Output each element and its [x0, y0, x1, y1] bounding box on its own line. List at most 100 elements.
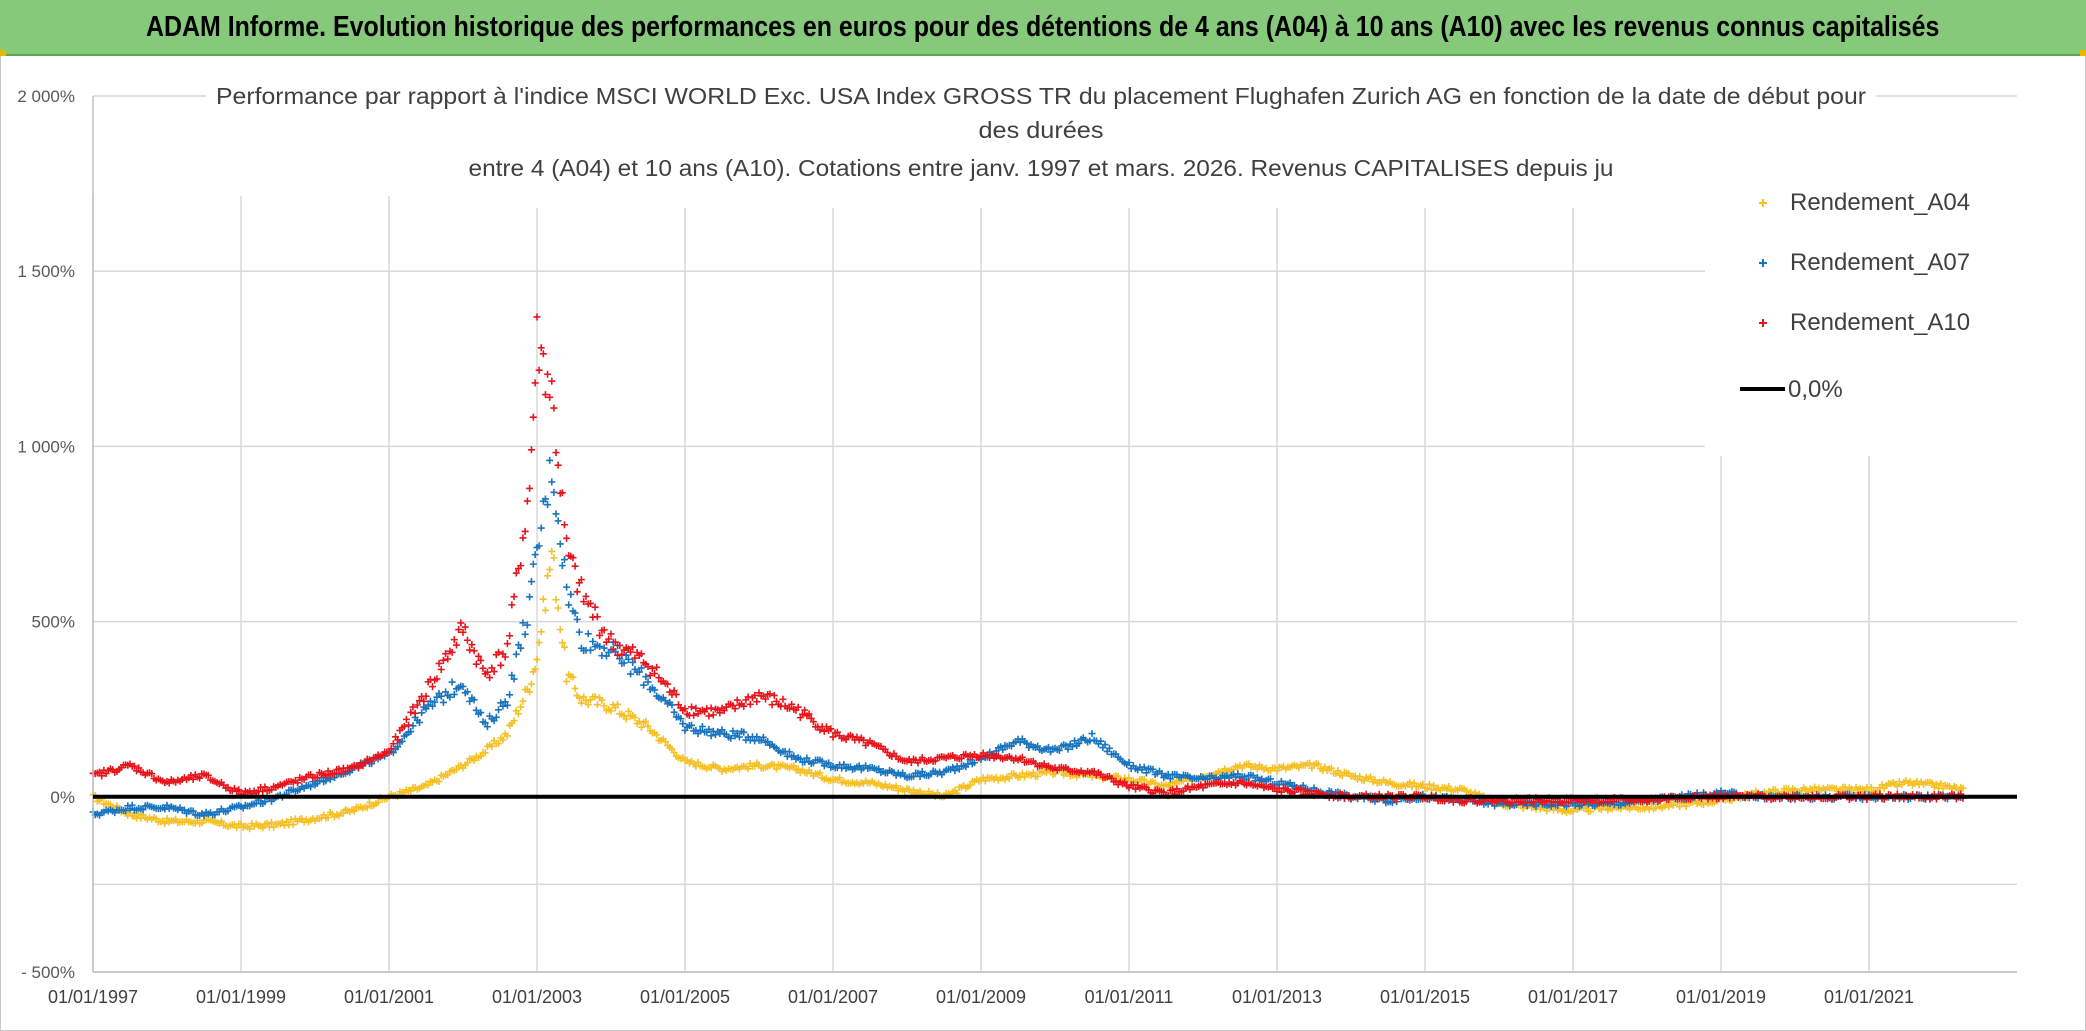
- data-point: [825, 759, 833, 767]
- data-point: [1893, 782, 1901, 790]
- data-point: [385, 748, 393, 756]
- data-point: [544, 370, 552, 378]
- data-point: [550, 488, 558, 496]
- data-point: [448, 678, 456, 686]
- title-background: [206, 80, 1876, 120]
- data-point: [1051, 770, 1059, 778]
- data-point: [1169, 786, 1177, 794]
- data-point: [539, 350, 547, 358]
- data-point: [488, 664, 496, 672]
- data-point: [289, 821, 297, 829]
- data-point: [1266, 775, 1274, 783]
- data-point: [398, 737, 406, 745]
- data-point: [433, 693, 441, 701]
- data-point: [339, 809, 347, 817]
- x-tick-label: 01/01/2003: [492, 987, 582, 1007]
- data-point: [394, 743, 402, 751]
- data-point: [189, 775, 197, 783]
- data-point: [1419, 780, 1427, 788]
- data-point: [820, 727, 828, 735]
- data-point: [1367, 773, 1375, 781]
- data-point: [546, 393, 554, 401]
- data-point: [472, 706, 480, 714]
- data-point: [387, 745, 395, 753]
- data-point: [1101, 741, 1109, 749]
- data-point: [751, 691, 759, 699]
- data-point: [620, 659, 628, 667]
- data-point: [481, 749, 489, 757]
- data-point: [402, 715, 410, 723]
- data-point: [413, 701, 421, 709]
- data-point: [1277, 788, 1285, 796]
- data-point: [818, 757, 826, 765]
- data-point: [827, 725, 835, 733]
- data-point: [435, 778, 443, 786]
- data-point: [720, 707, 728, 715]
- data-point: [664, 680, 672, 688]
- data-point: [217, 817, 225, 825]
- data-point: [1928, 779, 1936, 787]
- data-point: [541, 495, 549, 503]
- data-point: [506, 691, 514, 699]
- chart-frame: Performance par rapport à l'indice MSCI …: [0, 56, 2086, 1031]
- data-point: [670, 708, 678, 716]
- data-point: [361, 759, 369, 767]
- data-point: [1410, 779, 1418, 787]
- data-point: [644, 678, 652, 686]
- legend-background: [1705, 136, 2023, 456]
- data-point: [733, 729, 741, 737]
- data-point: [809, 718, 817, 726]
- data-point: [560, 521, 568, 529]
- data-point: [631, 654, 639, 662]
- data-point: [1811, 783, 1819, 791]
- data-point: [653, 731, 661, 739]
- data-point: [637, 664, 645, 672]
- data-point: [463, 688, 471, 696]
- data-point: [452, 766, 460, 774]
- data-point: [535, 638, 543, 646]
- data-point: [1562, 803, 1570, 811]
- data-point: [764, 738, 772, 746]
- data-point: [1249, 772, 1257, 780]
- data-point: [394, 736, 402, 744]
- x-tick-label: 01/01/2009: [936, 987, 1026, 1007]
- data-point: [587, 599, 595, 607]
- data-point: [503, 732, 511, 740]
- data-point: [1044, 743, 1052, 751]
- data-point: [705, 725, 713, 733]
- chart-title-line: des durées: [979, 117, 1104, 143]
- data-point: [816, 769, 824, 777]
- data-point: [563, 534, 571, 542]
- data-point: [448, 648, 456, 656]
- data-point: [541, 391, 549, 399]
- data-point: [437, 692, 445, 700]
- data-point: [688, 703, 696, 711]
- data-point: [495, 648, 503, 656]
- data-point: [463, 759, 471, 767]
- data-point: [1665, 803, 1673, 811]
- data-point: [565, 601, 573, 609]
- data-point: [698, 722, 706, 730]
- data-point: [442, 650, 450, 658]
- data-point: [822, 723, 830, 731]
- y-tick-label: 500%: [32, 613, 75, 632]
- data-point: [407, 728, 415, 736]
- data-point: [439, 656, 447, 664]
- data-point: [1114, 772, 1122, 780]
- data-point: [840, 760, 848, 768]
- data-point: [642, 717, 650, 725]
- data-point: [541, 606, 549, 614]
- chart-title-line: entre 4 (A04) et 10 ans (A10). Cotations…: [469, 155, 1614, 181]
- data-point: [526, 484, 534, 492]
- data-point: [600, 702, 608, 710]
- data-point: [1430, 782, 1438, 790]
- data-point: [688, 721, 696, 729]
- data-point: [261, 798, 269, 806]
- y-tick-label: 1 500%: [17, 262, 75, 281]
- y-tick-label: 2 000%: [17, 87, 75, 106]
- data-point: [629, 658, 637, 666]
- series-layer: [89, 313, 1967, 833]
- data-point: [829, 733, 837, 741]
- data-point: [790, 762, 798, 770]
- data-point: [235, 786, 243, 794]
